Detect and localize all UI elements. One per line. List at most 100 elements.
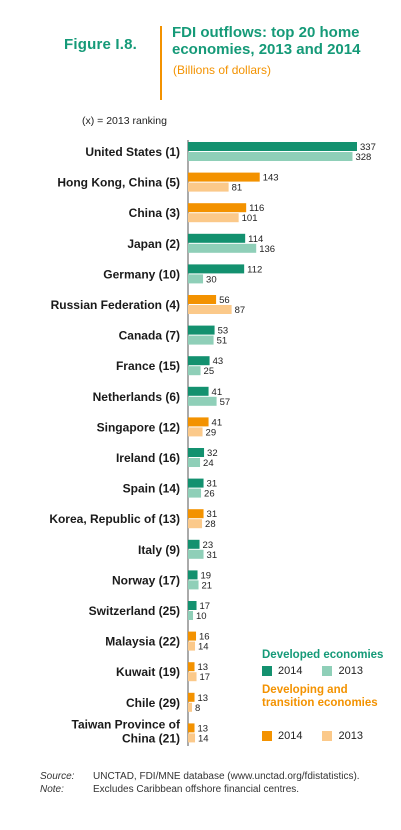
category-label: Taiwan Province of China (21) xyxy=(72,717,181,745)
value-label-2013: 57 xyxy=(220,397,231,408)
bar-2014 xyxy=(188,417,209,427)
value-label-2013: 25 xyxy=(204,366,215,377)
category-label: Ireland (16) xyxy=(116,451,180,465)
category-label: Kuwait (19) xyxy=(116,665,180,679)
bar-2013 xyxy=(188,733,196,743)
legend-item-developed-2013: 2013 xyxy=(322,665,363,677)
value-label-2013: 10 xyxy=(196,611,207,622)
bar-2013 xyxy=(188,213,239,223)
legend-label-2013: 2013 xyxy=(338,665,363,677)
bar-2013 xyxy=(188,427,203,437)
bar-2014 xyxy=(188,692,195,702)
bar-2014 xyxy=(188,172,260,182)
figure-label: Figure I.8. xyxy=(64,36,138,53)
bar-2013 xyxy=(188,305,232,314)
note-label: Note: xyxy=(40,784,64,795)
bar-2013 xyxy=(188,641,196,651)
category-label: Chile (29) xyxy=(126,696,180,710)
legend-item-developed-2014: 2014 xyxy=(262,665,302,677)
value-label-2014: 143 xyxy=(263,173,279,184)
bar-2014 xyxy=(188,723,195,733)
value-label-2014: 56 xyxy=(219,295,230,306)
value-label-2014: 337 xyxy=(360,142,376,153)
category-label: United States (1) xyxy=(85,145,180,159)
value-label-2014: 17 xyxy=(200,601,211,612)
value-label-2014: 31 xyxy=(207,509,218,520)
value-label-2013: 31 xyxy=(207,550,218,561)
bar-2013 xyxy=(188,243,257,253)
bar-2013 xyxy=(188,611,194,620)
value-label-2013: 29 xyxy=(206,427,217,438)
value-label-2013: 17 xyxy=(200,672,211,683)
bar-2013 xyxy=(188,488,202,498)
legend-developing-title: Developing and transition economies xyxy=(262,684,378,709)
title-divider xyxy=(160,26,162,100)
category-label: China (3) xyxy=(129,206,180,220)
category-label: Italy (9) xyxy=(138,543,180,557)
value-label-2014: 13 xyxy=(198,723,209,734)
bar-2014 xyxy=(188,203,247,213)
value-label-2013: 21 xyxy=(202,580,213,591)
bar-2014 xyxy=(188,142,357,151)
category-label: Hong Kong, China (5) xyxy=(57,176,180,190)
category-label: Germany (10) xyxy=(103,267,180,281)
bar-2014 xyxy=(188,386,209,396)
value-label-2014: 43 xyxy=(213,356,224,367)
bar-2013 xyxy=(188,152,353,161)
bar-2014 xyxy=(188,233,246,243)
category-label: Norway (17) xyxy=(112,573,180,587)
value-label-2014: 19 xyxy=(201,570,212,581)
bar-2014 xyxy=(188,448,205,457)
value-label-2013: 101 xyxy=(242,213,258,224)
legend-swatch-developing-2014 xyxy=(262,731,272,741)
bar-2014 xyxy=(188,295,217,304)
value-label-2014: 16 xyxy=(199,632,210,643)
category-label: Netherlands (6) xyxy=(93,390,180,404)
legend-swatch-developing-2013 xyxy=(322,731,333,741)
source-text: UNCTAD, FDI/MNE database (www.unctad.org… xyxy=(93,771,360,782)
bar-2014 xyxy=(188,631,197,641)
footer-notes: Source: UNCTAD, FDI/MNE database (www.un… xyxy=(40,770,360,796)
category-label: Russian Federation (4) xyxy=(51,298,180,312)
value-label-2014: 41 xyxy=(212,417,223,428)
bar-2014 xyxy=(188,570,198,580)
bar-2014 xyxy=(188,539,200,549)
value-label-2013: 328 xyxy=(355,152,371,163)
value-label-2013: 26 xyxy=(204,489,215,500)
source-label: Source: xyxy=(40,771,75,782)
legend-swatch-developed-2014 xyxy=(262,666,272,676)
value-label-2013: 51 xyxy=(217,336,228,347)
bar-2013 xyxy=(188,396,217,406)
legend-item-developing-2013: 2013 xyxy=(322,730,363,742)
legend-developing: 2014 2013 xyxy=(262,730,383,742)
bar-2013 xyxy=(188,519,203,529)
category-label: Spain (14) xyxy=(123,482,180,496)
value-label-2013: 24 xyxy=(203,458,214,469)
bar-2013 xyxy=(188,672,197,682)
bar-2014 xyxy=(188,478,204,488)
value-label-2014: 116 xyxy=(249,203,264,214)
value-label-2014: 53 xyxy=(218,326,229,337)
category-label: Singapore (12) xyxy=(97,420,180,434)
value-label-2013: 81 xyxy=(232,183,243,194)
bar-2013 xyxy=(188,335,214,345)
bar-2013 xyxy=(188,549,204,559)
legend-swatch-developed-2013 xyxy=(322,666,333,676)
category-label: Canada (7) xyxy=(119,329,180,343)
legend-label-2014: 2014 xyxy=(278,665,303,677)
category-label: Malaysia (22) xyxy=(105,635,180,649)
value-label-2013: 8 xyxy=(195,703,200,714)
value-label-2014: 114 xyxy=(248,234,263,245)
legend-developed-title: Developed economies xyxy=(262,649,384,661)
bar-2014 xyxy=(188,509,204,519)
ranking-note: (x) = 2013 ranking xyxy=(82,115,167,127)
bar-2014 xyxy=(188,325,215,335)
bar-2014 xyxy=(188,662,195,672)
bar-2013 xyxy=(188,274,204,284)
bar-2013 xyxy=(188,702,193,712)
category-label: Korea, Republic of (13) xyxy=(49,512,180,526)
value-label-2013: 136 xyxy=(259,244,275,255)
chart-subtitle: (Billions of dollars) xyxy=(173,63,272,77)
bar-2014 xyxy=(188,356,210,366)
